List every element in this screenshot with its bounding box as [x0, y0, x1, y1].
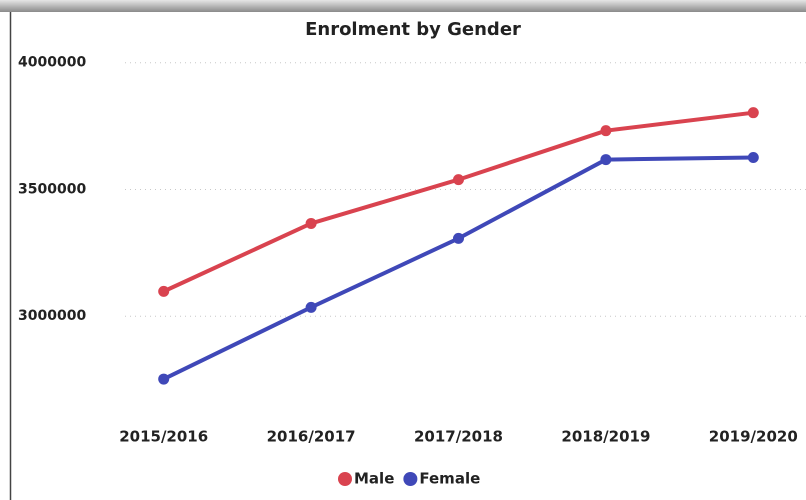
legend-marker	[338, 472, 352, 486]
y-tick-label: 4000000	[18, 55, 86, 71]
chart-title: Enrolment by Gender	[305, 19, 521, 40]
data-point	[600, 125, 612, 137]
data-point	[600, 154, 612, 166]
y-tick-label: 3000000	[18, 308, 86, 324]
legend-marker	[403, 472, 418, 486]
data-point	[453, 174, 464, 186]
x-tick-label: 2019/2020	[709, 428, 798, 446]
legend-label: Male	[354, 470, 394, 488]
data-point	[305, 217, 317, 229]
x-tick-label: 2016/2017	[267, 428, 356, 446]
data-point	[747, 107, 759, 119]
data-point	[305, 301, 317, 313]
legend-label: Female	[419, 470, 480, 488]
data-point	[158, 285, 170, 297]
legend: Male Female	[338, 470, 480, 488]
data-point	[453, 232, 464, 244]
x-tick-label: 2018/2019	[561, 428, 650, 446]
window-top-bar	[0, 0, 806, 12]
data-point	[747, 152, 759, 164]
chart-panel	[10, 12, 806, 500]
x-tick-label: 2015/2016	[119, 428, 208, 446]
data-point	[158, 373, 170, 385]
y-tick-label: 3500000	[18, 181, 86, 197]
x-tick-label: 2017/2018	[414, 428, 503, 446]
